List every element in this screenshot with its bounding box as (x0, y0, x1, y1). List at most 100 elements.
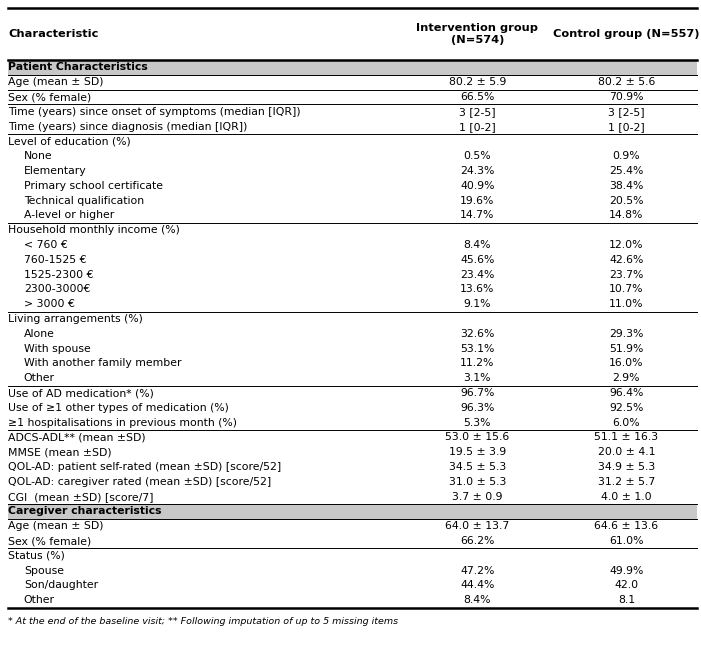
Text: 64.0 ± 13.7: 64.0 ± 13.7 (445, 521, 510, 531)
Text: 29.3%: 29.3% (609, 329, 644, 339)
Text: 42.6%: 42.6% (609, 255, 644, 265)
Text: 23.4%: 23.4% (460, 269, 495, 280)
Text: 34.9 ± 5.3: 34.9 ± 5.3 (598, 462, 655, 472)
Text: Alone: Alone (24, 329, 55, 339)
Text: 23.7%: 23.7% (609, 269, 644, 280)
Bar (8, 179, 697, 193)
Text: 61.0%: 61.0% (609, 536, 644, 546)
Bar (8, 208, 697, 223)
Text: 13.6%: 13.6% (460, 284, 495, 294)
Bar (8, 134, 697, 149)
Text: 11.0%: 11.0% (609, 299, 644, 309)
Text: 19.6%: 19.6% (460, 196, 495, 205)
Text: Use of ≥1 other types of medication (%): Use of ≥1 other types of medication (%) (8, 403, 229, 413)
Text: 5.3%: 5.3% (463, 418, 491, 428)
Text: Characteristic: Characteristic (8, 29, 99, 39)
Text: 3.7 ± 0.9: 3.7 ± 0.9 (452, 492, 503, 502)
Text: 96.4%: 96.4% (609, 388, 644, 398)
Text: 70.9%: 70.9% (609, 92, 644, 102)
Text: CGI  (mean ±SD) [score/7]: CGI (mean ±SD) [score/7] (8, 492, 154, 502)
Text: 14.7%: 14.7% (460, 211, 495, 220)
Text: Patient Characteristics: Patient Characteristics (8, 62, 148, 73)
Bar (8, 504, 697, 519)
Text: 53.1%: 53.1% (460, 343, 495, 354)
Bar (8, 252, 697, 267)
Text: Control group (N=557): Control group (N=557) (553, 29, 700, 39)
Bar (8, 90, 697, 105)
Text: 53.0 ± 15.6: 53.0 ± 15.6 (445, 432, 510, 442)
Text: Spouse: Spouse (24, 566, 64, 576)
Bar (8, 282, 697, 297)
Text: 19.5 ± 3.9: 19.5 ± 3.9 (449, 447, 506, 457)
Text: With spouse: With spouse (24, 343, 90, 354)
Text: 2300-3000€: 2300-3000€ (24, 284, 90, 294)
Text: 51.9%: 51.9% (609, 343, 644, 354)
Text: 1525-2300 €: 1525-2300 € (24, 269, 93, 280)
Bar (8, 474, 697, 489)
Text: 0.9%: 0.9% (613, 151, 640, 161)
Text: 66.5%: 66.5% (460, 92, 495, 102)
Text: 8.4%: 8.4% (463, 240, 491, 250)
Text: Time (years) since diagnosis (median [IQR]): Time (years) since diagnosis (median [IQ… (8, 122, 247, 131)
Bar (8, 445, 697, 460)
Text: > 3000 €: > 3000 € (24, 299, 75, 309)
Text: MMSE (mean ±SD): MMSE (mean ±SD) (8, 447, 112, 457)
Bar (8, 193, 697, 208)
Text: Level of education (%): Level of education (%) (8, 137, 131, 146)
Text: Time (years) since onset of symptoms (median [IQR]): Time (years) since onset of symptoms (me… (8, 107, 301, 117)
Text: 10.7%: 10.7% (609, 284, 644, 294)
Bar (8, 297, 697, 311)
Text: 24.3%: 24.3% (460, 166, 495, 176)
Text: 80.2 ± 5.6: 80.2 ± 5.6 (598, 77, 655, 87)
Bar (8, 149, 697, 164)
Text: 34.5 ± 5.3: 34.5 ± 5.3 (449, 462, 506, 472)
Bar (8, 237, 697, 252)
Bar (8, 119, 697, 134)
Text: 11.2%: 11.2% (460, 358, 495, 368)
Text: 4.0 ± 1.0: 4.0 ± 1.0 (601, 492, 652, 502)
Text: Primary school certificate: Primary school certificate (24, 181, 163, 191)
Text: Elementary: Elementary (24, 166, 86, 176)
Text: 96.3%: 96.3% (460, 403, 495, 413)
Text: 80.2 ± 5.9: 80.2 ± 5.9 (449, 77, 506, 87)
Text: 32.6%: 32.6% (460, 329, 495, 339)
Text: Caregiver characteristics: Caregiver characteristics (8, 506, 162, 517)
Text: Status (%): Status (%) (8, 551, 65, 560)
Bar (8, 563, 697, 578)
Text: 45.6%: 45.6% (460, 255, 495, 265)
Bar (8, 267, 697, 282)
Text: Use of AD medication* (%): Use of AD medication* (%) (8, 388, 154, 398)
Text: 16.0%: 16.0% (609, 358, 644, 368)
Bar (8, 593, 697, 608)
Bar (8, 8, 697, 60)
Bar (8, 371, 697, 386)
Text: 42.0: 42.0 (614, 580, 639, 591)
Text: Sex (% female): Sex (% female) (8, 92, 92, 102)
Bar (8, 460, 697, 474)
Text: 12.0%: 12.0% (609, 240, 644, 250)
Bar (8, 326, 697, 341)
Text: 51.1 ± 16.3: 51.1 ± 16.3 (594, 432, 658, 442)
Text: 9.1%: 9.1% (463, 299, 491, 309)
Text: 0.5%: 0.5% (463, 151, 491, 161)
Text: Technical qualification: Technical qualification (24, 196, 144, 205)
Bar (8, 578, 697, 593)
Text: 64.6 ± 13.6: 64.6 ± 13.6 (594, 521, 658, 531)
Text: With another family member: With another family member (24, 358, 182, 368)
Text: 8.1: 8.1 (618, 595, 635, 605)
Bar (8, 400, 697, 415)
Bar (8, 105, 697, 119)
Text: 1 [0-2]: 1 [0-2] (459, 122, 496, 131)
Text: < 760 €: < 760 € (24, 240, 67, 250)
Text: * At the end of the baseline visit; ** Following imputation of up to 5 missing i: * At the end of the baseline visit; ** F… (8, 617, 399, 626)
Bar (8, 75, 697, 90)
Text: 47.2%: 47.2% (460, 566, 495, 576)
Text: Sex (% female): Sex (% female) (8, 536, 92, 546)
Text: Other: Other (24, 373, 55, 383)
Text: Son/daughter: Son/daughter (24, 580, 98, 591)
Text: 31.0 ± 5.3: 31.0 ± 5.3 (449, 477, 506, 487)
Text: 25.4%: 25.4% (609, 166, 644, 176)
Text: 38.4%: 38.4% (609, 181, 644, 191)
Bar (8, 489, 697, 504)
Bar (8, 60, 697, 75)
